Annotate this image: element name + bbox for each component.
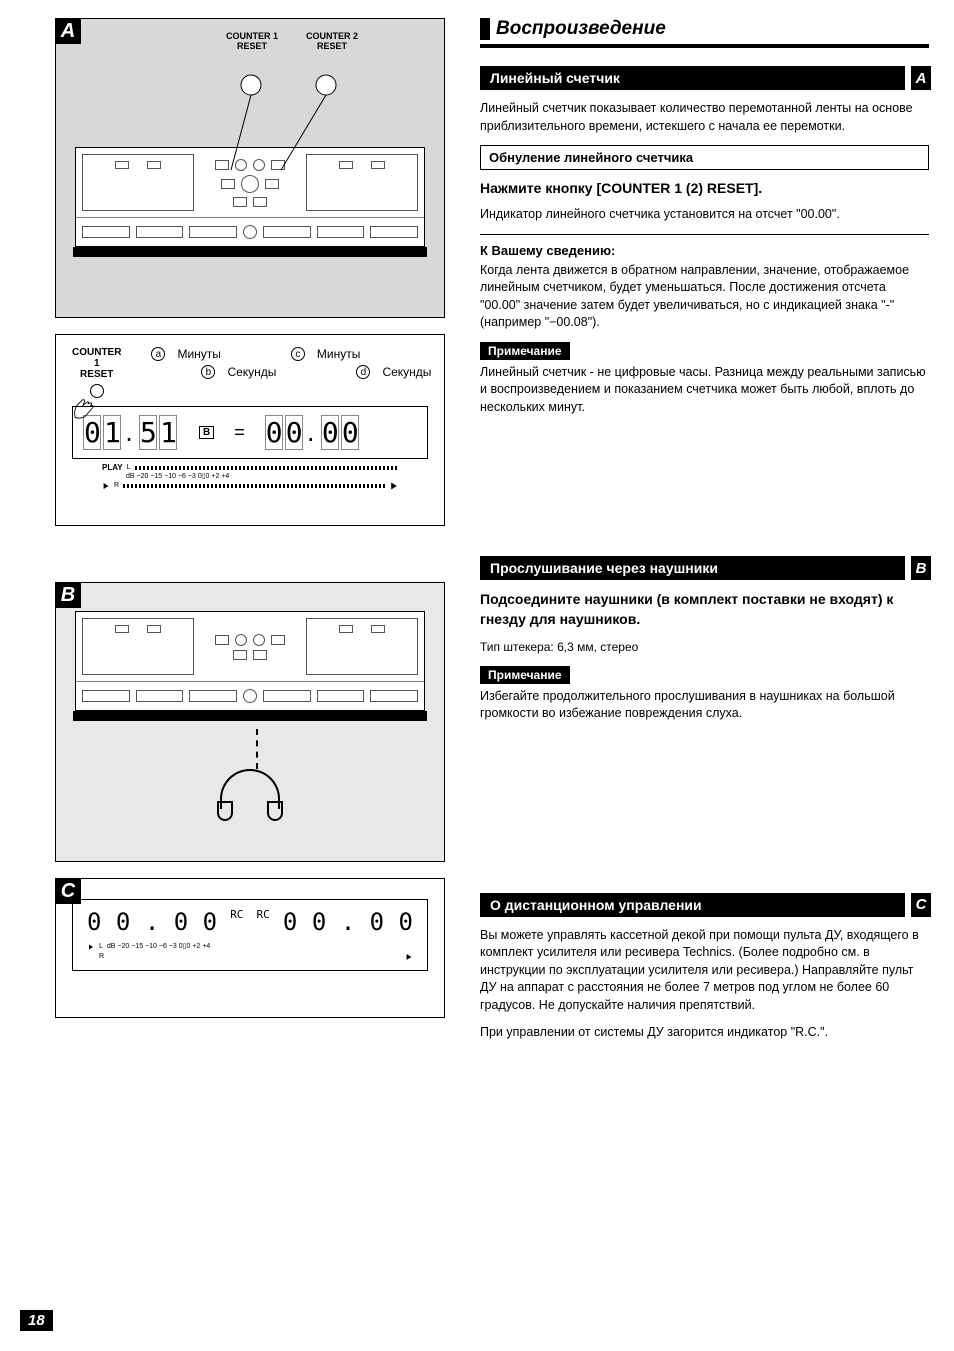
left-column: A COUNTER 1RESET COUNTER 2RESET: [0, 0, 460, 1351]
panel-b: B: [55, 582, 445, 862]
section-b-note: Примечание: [480, 666, 570, 684]
level-meter: PLAY L dB −20 −15 −10 −6 −3 0▯0 +2 +4 R: [102, 463, 398, 491]
lcd-display: 0 1 . 5 1 B = 0 0 . 0 0: [72, 406, 428, 459]
rc-label-1: RC: [230, 908, 243, 921]
deck-illustration-b: [75, 611, 425, 721]
section-c-p2: При управлении от системы ДУ загорится и…: [480, 1024, 929, 1042]
section-b-sub: Тип штекера: 6,3 мм, стерео: [480, 639, 929, 656]
section-a-fyi: К Вашему сведению:: [480, 243, 929, 258]
panel-c: C 0 0 . 0 0 RC RC 0 0 .: [55, 878, 445, 1018]
counter-right: 0 0 . 0 0: [265, 415, 361, 450]
section-b-action: Подсоедините наушники (в комплект постав…: [480, 590, 929, 629]
label-seconds-d: Секунды: [382, 365, 431, 379]
section-a-note: Примечание: [480, 342, 570, 360]
reset-label: RESET: [80, 369, 113, 380]
section-a-p1: Линейный счетчик показывает количество п…: [480, 100, 929, 135]
section-a-action: Нажмите кнопку [COUNTER 1 (2) RESET].: [480, 180, 929, 196]
label-seconds-b: Секунды: [227, 365, 276, 379]
page-number: 18: [20, 1310, 53, 1331]
panel-b-corner: B: [55, 582, 81, 608]
section-a-subbox: Обнуление линейного счетчика: [480, 145, 929, 170]
label-minutes-c: Минуты: [317, 347, 360, 361]
center-badge: B: [199, 426, 214, 439]
section-c-head: О дистанционном управлении C: [480, 893, 929, 917]
panel-a-corner: A: [55, 18, 81, 44]
section-a-p2: Индикатор линейного счетчика установится…: [480, 206, 929, 224]
section-c-tag: C: [909, 893, 931, 917]
main-title: Воспроизведение: [480, 18, 929, 40]
counter-left: 0 1 . 5 1: [83, 415, 179, 450]
section-a-head: Линейный счетчик A: [480, 66, 929, 90]
section-b-tag: B: [909, 556, 931, 580]
counter-display-panel: COUNTER 1 RESET a Минуты c Минуты: [55, 334, 445, 526]
rc-label-2: RC: [257, 908, 270, 921]
label-minutes-a: Минуты: [177, 347, 220, 361]
letter-c: c: [291, 347, 305, 361]
section-a-tag: A: [909, 66, 931, 90]
headphones-icon: [215, 769, 285, 829]
deck-illustration: [75, 147, 425, 257]
section-b-head: Прослушивание через наушники B: [480, 556, 929, 580]
panel-c-corner: C: [55, 878, 81, 904]
section-b-p1: Избегайте продолжительного прослушивания…: [480, 688, 929, 723]
letter-b: b: [201, 365, 215, 379]
letter-d: d: [356, 365, 370, 379]
counter1-label: COUNTER 1: [72, 347, 121, 369]
letter-a: a: [151, 347, 165, 361]
section-a-p4: Линейный счетчик - не цифровые часы. Раз…: [480, 364, 929, 417]
hand-icon: [70, 395, 96, 421]
right-column: Воспроизведение Линейный счетчик A Линей…: [460, 0, 954, 1351]
callout-counter1: COUNTER 1RESET: [226, 31, 278, 51]
section-a-p3: Когда лента движется в обратном направле…: [480, 262, 929, 332]
section-c-p1: Вы можете управлять кассетной декой при …: [480, 927, 929, 1015]
panel-a: A COUNTER 1RESET COUNTER 2RESET: [55, 18, 445, 318]
callout-counter2: COUNTER 2RESET: [306, 31, 358, 51]
rc-display: 0 0 . 0 0 RC RC 0 0 . 0 0: [72, 899, 428, 971]
